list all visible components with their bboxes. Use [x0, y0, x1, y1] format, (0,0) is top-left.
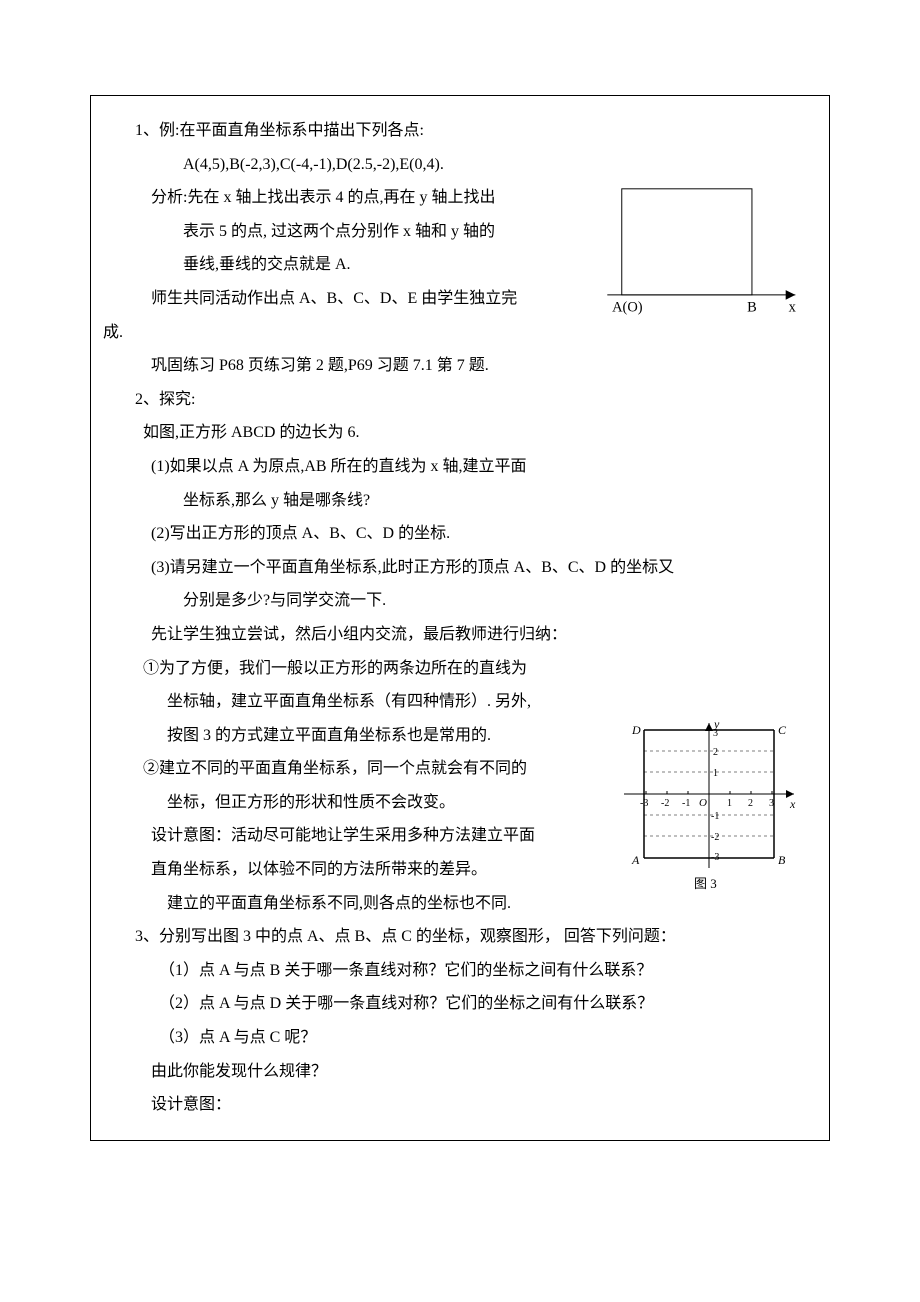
text-line: 设计意图： [103, 1088, 817, 1122]
text-line: ①为了方便，我们一般以正方形的两条边所在的直线为 [103, 652, 817, 686]
text-line: (2)写出正方形的顶点 A、B、C、D 的坐标. [103, 517, 817, 551]
fig2-xtick: 3 [769, 798, 774, 809]
text-line: 2、探究: [103, 383, 817, 417]
text-line: 分别是多少?与同学交流一下. [103, 584, 817, 618]
text-line: 巩固练习 P68 页练习第 2 题,P69 习题 7.1 第 7 题. [103, 349, 817, 383]
fig2-label-a: A [631, 853, 640, 867]
fig2-xtick: 2 [748, 798, 753, 809]
fig2-xtick: -2 [661, 798, 669, 809]
text-line: （2）点 A 与点 D 关于哪一条直线对称？它们的坐标之间有什么联系？ [103, 987, 817, 1021]
text-line: (3)请另建立一个平面直角坐标系,此时正方形的顶点 A、B、C、D 的坐标又 [103, 551, 817, 585]
text-line: 如图,正方形 ABCD 的边长为 6. [103, 416, 817, 450]
fig1-label-c: C [747, 184, 757, 188]
text-line: 由此你能发现什么规律？ [103, 1055, 817, 1089]
document-content: D C A(O) B x [90, 95, 830, 1141]
fig2-ytick: 2 [713, 747, 718, 758]
fig2-caption: 图 3 [694, 876, 717, 891]
fig2-label-d: D [631, 723, 641, 737]
fig2-label-b: B [778, 853, 786, 867]
fig2-ytick: 1 [713, 768, 718, 779]
text-line: A(4,5),B(-2,3),C(-4,-1),D(2.5,-2),E(0,4)… [103, 148, 817, 182]
fig1-label-b: B [747, 299, 757, 315]
fig1-label-x: x [789, 299, 797, 315]
fig2-label-c: C [778, 723, 787, 737]
fig2-label-y: y [713, 718, 720, 731]
figure-3-coordinate: -3 -2 -1 1 2 3 1 2 3 -1 -2 -3 O D C A B … [614, 718, 804, 903]
text-line: 先让学生独立尝试，然后小组内交流，最后教师进行归纳： [103, 618, 817, 652]
fig2-label-x: x [789, 797, 796, 811]
figure-1-square: D C A(O) B x [584, 184, 809, 319]
fig2-ytick: -1 [711, 811, 719, 822]
text-line: (1)如果以点 A 为原点,AB 所在的直线为 x 轴,建立平面 [103, 450, 817, 484]
text-line: 3、分别写出图 3 中的点 A、点 B、点 C 的坐标，观察图形， 回答下列问题… [103, 920, 817, 954]
text-line: 坐标轴，建立平面直角坐标系（有四种情形）. 另外, [103, 685, 817, 719]
fig2-xtick: 1 [727, 798, 732, 809]
text-line: 坐标系,那么 y 轴是哪条线? [103, 484, 817, 518]
text-line: （3）点 A 与点 C 呢？ [103, 1021, 817, 1055]
text-line: 1、例:在平面直角坐标系中描出下列各点: [103, 114, 817, 148]
text-line: （1）点 A 与点 B 关于哪一条直线对称？它们的坐标之间有什么联系？ [103, 954, 817, 988]
fig2-ytick: -3 [711, 852, 719, 863]
fig2-ytick: -2 [711, 832, 719, 843]
fig1-label-d: D [622, 184, 632, 188]
fig2-xtick: -1 [682, 798, 690, 809]
text-line: 成. [103, 316, 817, 350]
fig2-xtick: -3 [640, 798, 648, 809]
fig2-origin: O [699, 797, 707, 809]
fig1-label-a: A(O) [612, 299, 643, 315]
